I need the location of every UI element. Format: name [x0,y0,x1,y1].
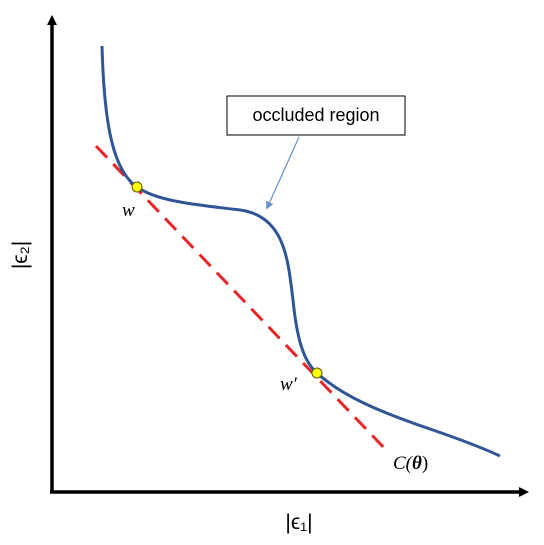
tangent-line [94,144,390,454]
x-axis-label: |ϵ₁| [285,511,312,534]
point-w-label: w [122,200,135,221]
tangent-line-label-c: C( [393,453,414,474]
y-axis-label: |ϵ₂| [9,241,32,269]
tangent-line-label-theta: θ [412,453,422,474]
callout-box [226,95,406,136]
point-w [131,181,143,193]
pareto-curve [100,45,501,458]
callout-text: occluded region [252,105,379,125]
point-w-prime-label: w′ [280,374,298,395]
callout-arrow [265,136,300,210]
tangent-line-label-close: ) [422,453,428,474]
point-w-prime [311,367,323,379]
tangent-line-label: C(θ) [393,453,428,474]
